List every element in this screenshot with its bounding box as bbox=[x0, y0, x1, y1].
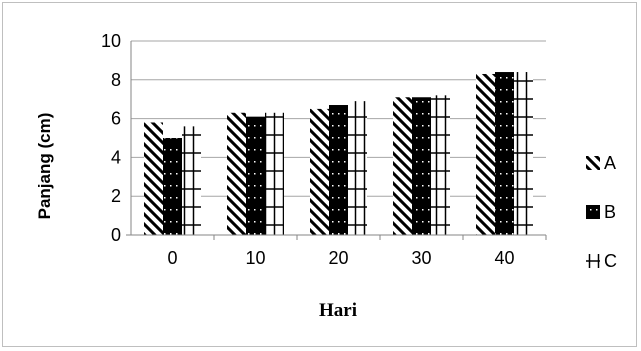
bar-b-40 bbox=[495, 72, 514, 235]
legend-swatch-c bbox=[586, 254, 600, 268]
bar-b-20 bbox=[329, 105, 348, 236]
legend: A B C bbox=[586, 153, 617, 271]
x-tick-label: 20 bbox=[328, 248, 348, 268]
tick-labels: 0 2 4 6 8 10 0 10 20 30 40 bbox=[101, 31, 515, 268]
y-tick-label: 10 bbox=[101, 31, 121, 51]
x-tick-label: 40 bbox=[494, 248, 514, 268]
y-tick-label: 4 bbox=[111, 147, 121, 167]
axes bbox=[126, 41, 547, 240]
legend-swatch-a bbox=[586, 156, 600, 170]
bar-a-10 bbox=[227, 112, 246, 235]
bar-c-20 bbox=[348, 101, 367, 235]
x-tick-label: 10 bbox=[245, 248, 265, 268]
bars bbox=[144, 72, 533, 236]
bar-a-20 bbox=[310, 108, 329, 235]
y-tick-label: 2 bbox=[111, 186, 121, 206]
bar-a-30 bbox=[393, 97, 412, 235]
bar-c-40 bbox=[514, 72, 533, 235]
y-axis-label: Panjang (cm) bbox=[35, 113, 54, 220]
legend-label-a: A bbox=[604, 153, 616, 173]
y-tick-label: 0 bbox=[111, 225, 121, 245]
x-tick-label: 0 bbox=[167, 248, 177, 268]
legend-label-c: C bbox=[604, 251, 617, 271]
bar-a-40 bbox=[476, 73, 495, 235]
bar-c-0 bbox=[182, 126, 201, 235]
bar-b-10 bbox=[246, 116, 265, 235]
y-tick-label: 6 bbox=[111, 109, 121, 129]
bar-b-30 bbox=[412, 97, 431, 235]
bar-c-30 bbox=[431, 95, 450, 235]
bar-b-0 bbox=[163, 138, 182, 235]
legend-label-b: B bbox=[604, 202, 616, 222]
x-axis-label: Hari bbox=[319, 300, 357, 321]
x-tick-label: 30 bbox=[411, 248, 431, 268]
legend-swatch-b bbox=[586, 205, 600, 219]
bar-c-10 bbox=[265, 112, 284, 235]
y-tick-label: 8 bbox=[111, 70, 121, 90]
bar-a-0 bbox=[144, 122, 163, 235]
